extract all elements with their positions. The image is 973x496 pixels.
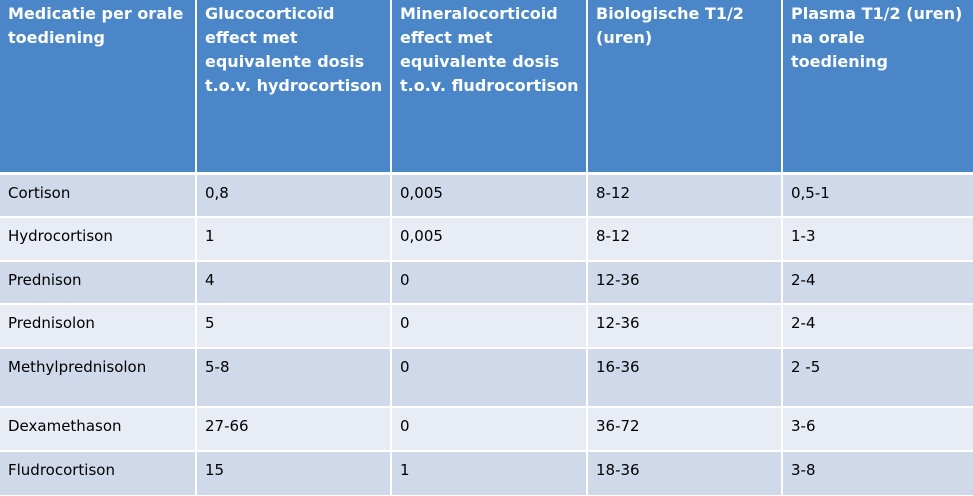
header-medication: Medicatie per orale toediening [0, 0, 197, 175]
table-row: Fludrocortison 15 1 18-36 3-8 [0, 451, 973, 496]
cell-biological-half-life: 18-36 [587, 451, 783, 496]
cell-medication: Methylprednisolon [0, 348, 197, 408]
cell-plasma-half-life: 0,5-1 [782, 173, 973, 218]
cell-glucocorticoid: 5-8 [196, 348, 392, 408]
cell-plasma-half-life: 2-4 [782, 304, 973, 349]
cell-medication: Prednisolon [0, 304, 197, 349]
cell-mineralocorticoid: 0 [391, 407, 588, 452]
table-row: Methylprednisolon 5-8 0 16-36 2 -5 [0, 348, 973, 408]
cell-glucocorticoid: 1 [196, 217, 392, 262]
cell-biological-half-life: 8-12 [587, 173, 783, 218]
cell-mineralocorticoid: 1 [391, 451, 588, 496]
cell-medication: Hydrocortison [0, 217, 197, 262]
cell-biological-half-life: 36-72 [587, 407, 783, 452]
table-header: Medicatie per orale toediening Glucocort… [0, 0, 973, 175]
header-glucocorticoid-effect: Glucocorticoïd effect met equivalente do… [196, 0, 392, 175]
cell-biological-half-life: 12-36 [587, 261, 783, 305]
table-row: Prednisolon 5 0 12-36 2-4 [0, 304, 973, 349]
cell-biological-half-life: 8-12 [587, 217, 783, 262]
header-row: Medicatie per orale toediening Glucocort… [0, 0, 973, 175]
cell-glucocorticoid: 5 [196, 304, 392, 349]
cell-mineralocorticoid: 0,005 [391, 217, 588, 262]
cell-mineralocorticoid: 0 [391, 304, 588, 349]
table-row: Hydrocortison 1 0,005 8-12 1-3 [0, 217, 973, 262]
table-row: Dexamethason 27-66 0 36-72 3-6 [0, 407, 973, 452]
cell-plasma-half-life: 3-8 [782, 451, 973, 496]
header-mineralocorticoid-effect: Mineralocorticoid effect met equivalente… [391, 0, 588, 175]
cell-medication: Prednison [0, 261, 197, 305]
cell-medication: Cortison [0, 173, 197, 218]
cell-medication: Fludrocortison [0, 451, 197, 496]
cell-biological-half-life: 16-36 [587, 348, 783, 408]
cell-plasma-half-life: 2-4 [782, 261, 973, 305]
cell-biological-half-life: 12-36 [587, 304, 783, 349]
cell-mineralocorticoid: 0 [391, 261, 588, 305]
cell-plasma-half-life: 1-3 [782, 217, 973, 262]
cell-plasma-half-life: 3-6 [782, 407, 973, 452]
cell-glucocorticoid: 0,8 [196, 173, 392, 218]
table-row: Prednison 4 0 12-36 2-4 [0, 261, 973, 305]
header-plasma-half-life: Plasma T1/2 (uren) na orale toediening [782, 0, 973, 175]
cell-glucocorticoid: 4 [196, 261, 392, 305]
header-biological-half-life: Biologische T1/2 (uren) [587, 0, 783, 175]
cell-plasma-half-life: 2 -5 [782, 348, 973, 408]
cell-glucocorticoid: 15 [196, 451, 392, 496]
cell-glucocorticoid: 27-66 [196, 407, 392, 452]
table-body: Cortison 0,8 0,005 8-12 0,5-1 Hydrocorti… [0, 173, 973, 496]
table-row: Cortison 0,8 0,005 8-12 0,5-1 [0, 173, 973, 218]
cell-mineralocorticoid: 0 [391, 348, 588, 408]
cell-medication: Dexamethason [0, 407, 197, 452]
cell-mineralocorticoid: 0,005 [391, 173, 588, 218]
